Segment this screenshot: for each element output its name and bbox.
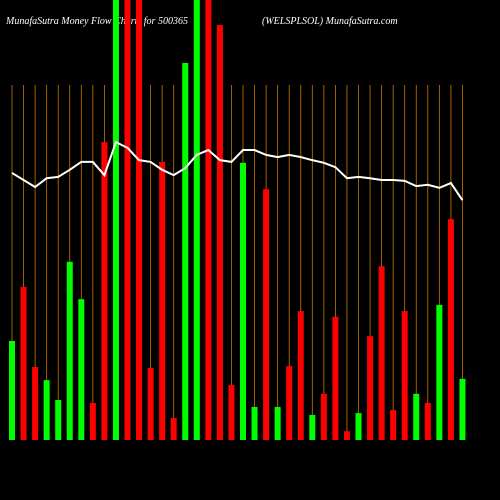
- bar: [355, 413, 362, 440]
- bar: [436, 304, 443, 440]
- bar: [447, 219, 454, 440]
- bar: [378, 266, 385, 440]
- bar: [297, 311, 304, 440]
- bar: [32, 366, 39, 440]
- bar: [101, 142, 108, 440]
- bar: [136, 0, 143, 440]
- bar: [332, 316, 339, 440]
- bar: [240, 162, 246, 441]
- bar: [159, 161, 166, 441]
- bar: [309, 414, 316, 440]
- bar: [413, 393, 420, 440]
- bar: [193, 0, 200, 440]
- chart-title: MunafaSutra Money Flow Charts for 500365: [5, 16, 188, 27]
- bar: [390, 410, 397, 440]
- bar: [66, 261, 73, 440]
- bar: [263, 189, 270, 440]
- bar: [286, 366, 293, 440]
- bar: [274, 407, 281, 440]
- bar: [89, 403, 96, 440]
- bar: [9, 341, 15, 440]
- bar: [401, 311, 408, 440]
- bar: [78, 299, 85, 440]
- bar: [205, 0, 212, 440]
- bar: [216, 25, 223, 441]
- bar: [112, 0, 119, 440]
- bar: [124, 0, 131, 440]
- bar: [424, 403, 431, 440]
- chart-subtitle: (WELSPLSOL) MunafaSutra.com: [262, 16, 398, 27]
- bar: [170, 418, 177, 440]
- bar: [367, 336, 374, 440]
- bar: [147, 367, 154, 440]
- bar: [182, 62, 189, 441]
- bar: [320, 393, 327, 440]
- money-flow-line: [11, 140, 464, 201]
- bar: [43, 380, 50, 440]
- bar: [228, 385, 235, 440]
- bar: [20, 286, 27, 440]
- bar: [459, 378, 466, 440]
- bar: [251, 407, 258, 440]
- bar: [55, 399, 62, 440]
- bar: [343, 431, 350, 440]
